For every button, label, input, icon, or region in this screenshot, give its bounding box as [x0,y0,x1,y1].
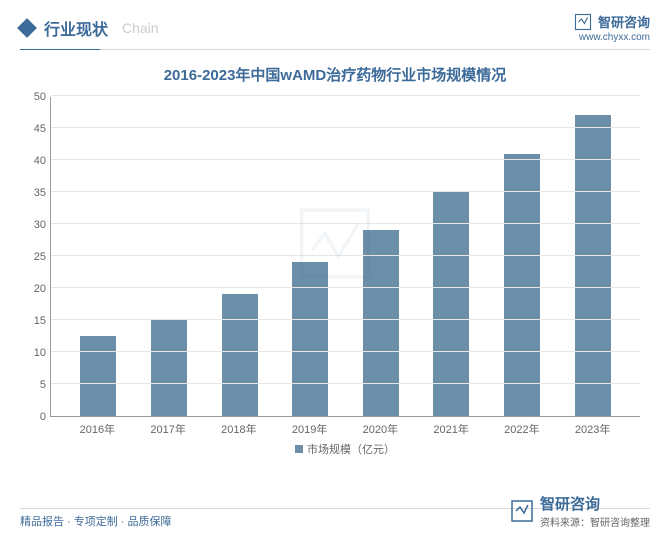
x-tick-label: 2017年 [150,421,186,437]
gridline [51,191,640,192]
y-tick-label: 5 [40,379,46,391]
x-tick-label: 2022年 [504,421,540,437]
bar [363,230,399,416]
x-axis-labels: 2016年 2017年 2018年 2019年 2020年 2021年 2022年 2023年 [50,421,640,437]
x-tick-label: 2019年 [292,421,328,437]
x-tick-label: 2016年 [79,421,115,437]
footer: 精品报告 · 专项定制 · 品质保障 智研咨询 资料来源：智研咨询整理 [0,493,670,529]
x-tick-label: 2023年 [575,421,611,437]
gridline [51,255,640,256]
brand-url: www.chyxx.com [574,32,650,43]
bar [575,115,611,416]
legend: 市场规模（亿元） [50,441,640,457]
header: 行业现状 Chain 智研咨询 www.chyxx.com [0,0,670,49]
footer-logo-icon [510,499,534,523]
y-tick-label: 40 [34,155,46,167]
x-tick-label: 2021年 [433,421,469,437]
y-tick-label: 20 [34,283,46,295]
footer-tagline: 精品报告 · 专项定制 · 品质保障 [20,513,172,529]
bar [151,320,187,416]
brand-name: 智研咨询 [598,12,650,31]
section-subtitle: Chain [122,20,159,36]
y-tick-label: 50 [34,91,46,103]
footer-source: 资料来源：智研咨询整理 [540,514,650,529]
gridline [51,159,640,160]
bar [504,154,540,416]
gridline [51,319,640,320]
header-left: 行业现状 Chain [20,16,159,40]
y-tick-label: 35 [34,187,46,199]
y-tick-label: 10 [34,347,46,359]
diamond-icon [17,18,37,38]
y-tick-label: 30 [34,219,46,231]
footer-brand: 智研咨询 [540,493,650,514]
bar [80,336,116,416]
gridline [51,287,640,288]
gridline [51,351,640,352]
plot-area [50,97,640,417]
y-tick-label: 45 [34,123,46,135]
brand-logo-icon [574,13,592,31]
y-axis: 05101520253035404550 [22,97,50,417]
gridline [51,383,640,384]
x-tick-label: 2018年 [221,421,257,437]
header-right: 智研咨询 www.chyxx.com [574,12,650,43]
y-tick-label: 15 [34,315,46,327]
y-tick-label: 25 [34,251,46,263]
chart-area: 05101520253035404550 2016年2017年2018年2019… [50,97,640,457]
header-divider [20,49,650,50]
gridline [51,95,640,96]
y-tick-label: 0 [40,411,46,423]
bar [292,262,328,416]
section-title: 行业现状 [44,16,108,40]
legend-label: 市场规模（亿元） [307,441,395,457]
bars-container [51,97,640,416]
x-tick-label: 2020年 [362,421,398,437]
bar [222,294,258,416]
chart-title: 2016-2023年中国wAMD治疗药物行业市场规模情况 [0,64,670,85]
legend-swatch-icon [295,445,303,453]
footer-right: 智研咨询 资料来源：智研咨询整理 [510,493,650,529]
gridline [51,127,640,128]
gridline [51,223,640,224]
